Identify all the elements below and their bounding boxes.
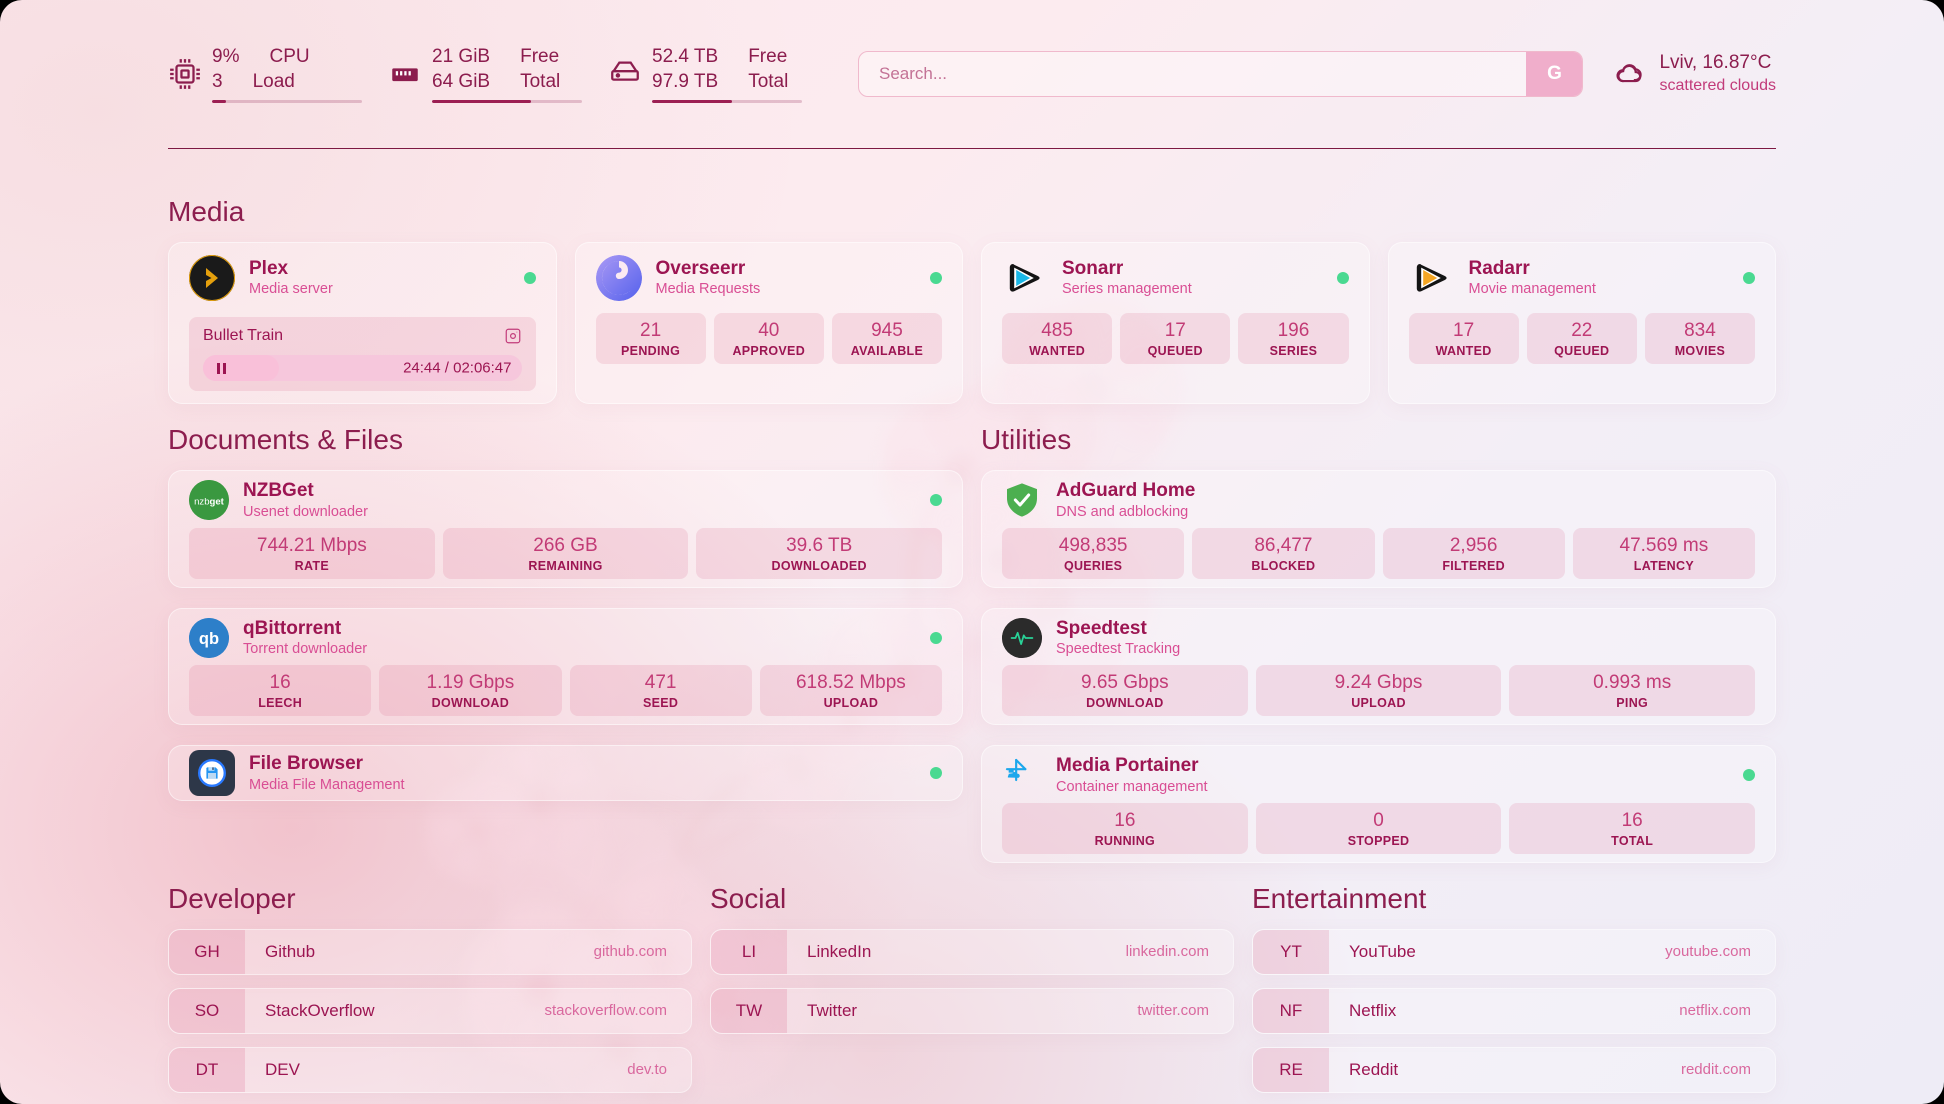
svg-text:nzbget: nzbget bbox=[194, 497, 225, 508]
svg-text:qb: qb bbox=[199, 629, 219, 648]
